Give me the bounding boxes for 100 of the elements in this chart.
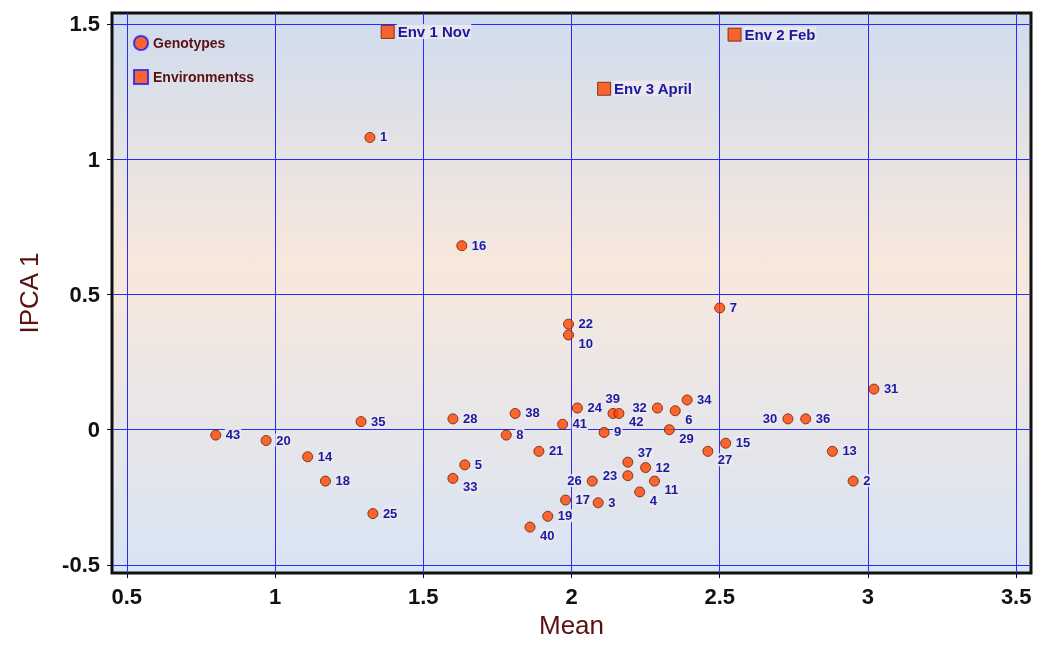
point: [702, 445, 714, 457]
y-tick-label: 0.5: [69, 281, 100, 307]
point: [714, 302, 726, 314]
legend-label: Environmentss: [153, 69, 255, 85]
annotation: 30: [762, 410, 778, 426]
legend-label: Genotypes: [153, 35, 226, 51]
annotation: 19: [557, 508, 573, 524]
annotation: 35: [371, 413, 386, 429]
annotation: 43: [225, 427, 241, 443]
point: [681, 394, 693, 406]
point: [622, 470, 634, 482]
point: [302, 451, 314, 463]
x-axis-title: Mean: [538, 610, 605, 640]
point: [640, 462, 652, 474]
annotation: 15: [735, 435, 751, 451]
point: [260, 435, 272, 447]
point: [782, 413, 794, 425]
annotation: 23: [602, 467, 618, 483]
x-tick-label: 3: [861, 583, 875, 609]
annotation: 1: [379, 129, 388, 145]
annotation: 31: [883, 381, 899, 397]
annotation: 5: [474, 456, 483, 472]
point: [355, 416, 367, 428]
point: [210, 429, 222, 441]
annotation: 10: [578, 335, 593, 351]
annotation: Env 3 April: [614, 79, 692, 97]
point: [364, 131, 376, 143]
point: [720, 437, 732, 449]
point: [598, 426, 610, 438]
y-tick-label: 0: [87, 417, 100, 443]
point: [826, 445, 838, 457]
annotation: 39: [605, 391, 620, 407]
point: [319, 475, 331, 487]
annotation: 24: [587, 400, 603, 416]
annotation: 34: [697, 391, 713, 407]
annotation: 25: [382, 505, 398, 521]
annotation: 26: [567, 473, 582, 489]
annotation: 33: [462, 479, 478, 495]
point: [727, 27, 742, 42]
point: [500, 429, 512, 441]
annotation: 3: [608, 494, 616, 510]
annotation: 4: [649, 492, 658, 508]
point: [800, 413, 812, 425]
x-tick-label: 0.5: [111, 583, 143, 609]
point: [524, 521, 536, 533]
annotation: 21: [548, 443, 564, 459]
annotation: 38: [525, 405, 540, 421]
point: [542, 510, 554, 522]
annotation: 42: [628, 414, 644, 430]
annotation: 11: [664, 482, 679, 498]
point: [367, 508, 379, 520]
point: [380, 24, 395, 39]
point: [560, 494, 572, 506]
point: [563, 329, 575, 341]
y-tick-label: 1.5: [69, 11, 100, 37]
annotation: 2: [863, 473, 871, 489]
point: [669, 405, 681, 417]
y-tick-label: 1: [87, 146, 100, 172]
point: [622, 456, 634, 468]
point: [597, 81, 612, 96]
point: [447, 413, 459, 425]
annotation: Env 2 Feb: [744, 25, 816, 43]
point: [592, 497, 604, 509]
annotation: 27: [717, 452, 733, 468]
point: [571, 402, 583, 414]
annotation: 20: [276, 432, 291, 448]
annotation: 32: [632, 400, 647, 416]
annotation: 13: [842, 443, 857, 459]
annotation: 7: [729, 299, 737, 315]
point: [459, 459, 471, 471]
annotation: 17: [575, 492, 591, 508]
x-tick-label: 1.5: [407, 583, 439, 609]
y-tick-label: -0.5: [62, 552, 100, 578]
point: [634, 486, 646, 498]
annotation: 41: [572, 416, 588, 432]
annotation: 16: [471, 237, 487, 253]
point: [663, 424, 675, 436]
annotation: 9: [614, 424, 622, 440]
point: [557, 418, 569, 430]
point: [447, 472, 459, 484]
point: [456, 240, 468, 252]
point: [613, 407, 625, 419]
x-tick-label: 1: [268, 583, 282, 609]
point: [563, 318, 575, 330]
point: [509, 407, 521, 419]
x-tick-label: 2.5: [704, 583, 736, 609]
annotation: 14: [317, 448, 333, 464]
point: [586, 475, 598, 487]
y-axis-title: IPCA 1: [14, 252, 44, 334]
annotation: 40: [540, 528, 555, 544]
point: [868, 383, 880, 395]
point: [847, 475, 859, 487]
annotation: 36: [815, 410, 831, 426]
point: [651, 402, 663, 414]
annotation: 12: [655, 459, 671, 475]
annotation: 28: [462, 410, 478, 426]
annotation: Env 1 Nov: [397, 22, 471, 40]
point: [533, 445, 545, 457]
annotation: 8: [516, 427, 524, 443]
x-tick-label: 2: [565, 583, 578, 609]
